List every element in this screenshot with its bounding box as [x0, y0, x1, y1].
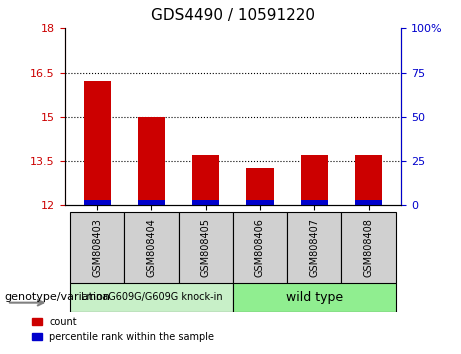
FancyBboxPatch shape — [233, 212, 287, 283]
Text: GSM808408: GSM808408 — [364, 218, 373, 277]
Bar — [138, 200, 165, 205]
Bar — [246, 167, 273, 200]
Bar — [355, 155, 382, 200]
FancyBboxPatch shape — [124, 212, 178, 283]
FancyBboxPatch shape — [70, 283, 233, 312]
Title: GDS4490 / 10591220: GDS4490 / 10591220 — [151, 8, 315, 23]
Bar — [301, 155, 328, 200]
Bar — [192, 155, 219, 200]
Text: GSM808406: GSM808406 — [255, 218, 265, 277]
Bar — [301, 200, 328, 205]
Bar — [192, 200, 219, 205]
Bar — [83, 81, 111, 200]
Text: GSM808405: GSM808405 — [201, 218, 211, 277]
FancyBboxPatch shape — [341, 212, 396, 283]
Bar — [355, 200, 382, 205]
Bar — [246, 200, 273, 205]
Text: genotype/variation: genotype/variation — [5, 292, 111, 302]
FancyBboxPatch shape — [70, 212, 124, 283]
Text: GSM808403: GSM808403 — [92, 218, 102, 277]
FancyBboxPatch shape — [178, 212, 233, 283]
Legend: count, percentile rank within the sample: count, percentile rank within the sample — [28, 313, 218, 346]
Text: LmnaG609G/G609G knock-in: LmnaG609G/G609G knock-in — [81, 292, 222, 302]
FancyBboxPatch shape — [233, 283, 396, 312]
Bar — [83, 200, 111, 205]
Text: GSM808404: GSM808404 — [147, 218, 156, 277]
FancyBboxPatch shape — [287, 212, 341, 283]
Text: GSM808407: GSM808407 — [309, 218, 319, 277]
Text: wild type: wild type — [286, 291, 343, 304]
Bar — [138, 117, 165, 200]
